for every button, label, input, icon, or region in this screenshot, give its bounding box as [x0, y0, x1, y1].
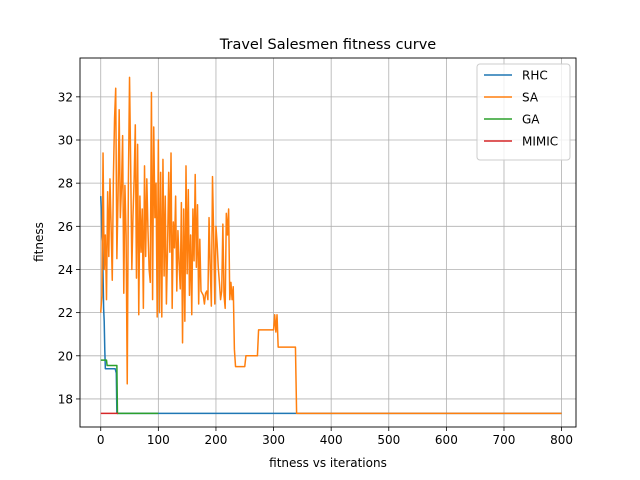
x-tick-label: 800 — [550, 433, 573, 447]
x-axis-label: fitness vs iterations — [269, 456, 387, 470]
series-lines — [99, 76, 562, 415]
legend-label-rhc: RHC — [522, 69, 548, 83]
x-tick-label: 100 — [147, 433, 170, 447]
grid — [80, 58, 576, 427]
legend-label-sa: SA — [522, 91, 539, 105]
legend-box — [476, 63, 571, 161]
legend: RHC SA GA MIMIC — [476, 63, 571, 161]
x-tick-label: 400 — [320, 433, 343, 447]
chart-title: Travel Salesmen fitness curve — [219, 37, 437, 53]
y-tick-label: 18 — [58, 392, 73, 406]
y-tick-label: 24 — [58, 263, 73, 277]
y-tick-label: 28 — [58, 177, 73, 191]
series-line-ga — [100, 359, 159, 415]
legend-label-ga: GA — [522, 113, 540, 127]
x-tick-label: 700 — [493, 433, 516, 447]
legend-label-mimic: MIMIC — [522, 135, 558, 149]
x-tick-label: 0 — [97, 433, 105, 447]
plot-frame — [79, 57, 577, 428]
y-tick-label: 30 — [58, 134, 73, 148]
x-tick-label: 500 — [377, 433, 400, 447]
y-axis-label: fitness — [32, 222, 46, 262]
x-tick-label: 600 — [435, 433, 458, 447]
x-tick-label: 200 — [205, 433, 228, 447]
y-tick-label: 22 — [58, 306, 73, 320]
series-line-sa — [99, 76, 562, 415]
x-tick-label: 300 — [262, 433, 285, 447]
axis-ticks: 0 100 200 300 400 500 600 700 800 18 20 22 24 26 28 30 3… — [58, 90, 573, 447]
y-tick-label: 26 — [58, 220, 73, 234]
y-tick-label: 32 — [58, 90, 73, 104]
y-tick-label: 20 — [58, 349, 73, 363]
